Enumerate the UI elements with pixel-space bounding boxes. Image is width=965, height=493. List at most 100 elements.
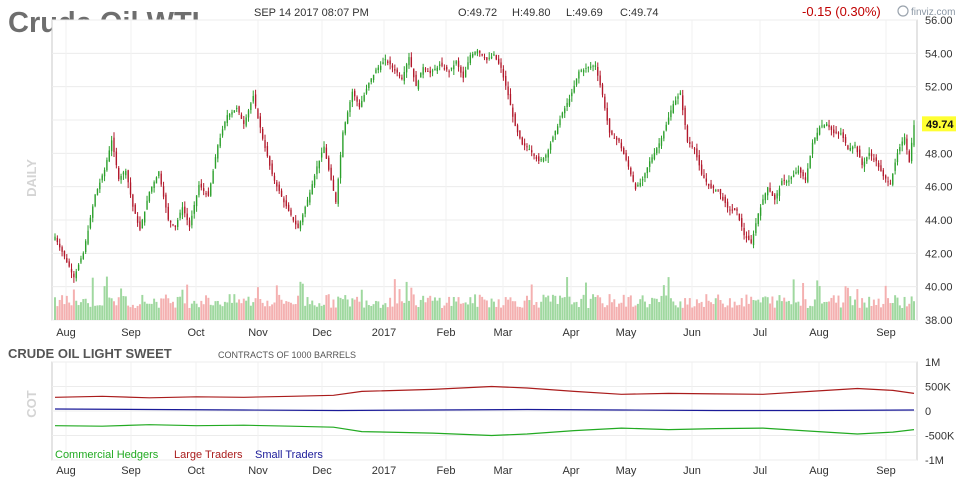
volume-bar — [323, 304, 326, 320]
volume-bars — [54, 276, 915, 320]
candle-body — [330, 167, 332, 180]
candle-body — [856, 146, 859, 153]
volume-bar — [712, 304, 715, 320]
change-value: -0.15 (0.30%) — [802, 4, 881, 19]
candle-body — [405, 64, 408, 73]
candle-body — [217, 145, 219, 159]
candle-body — [580, 70, 582, 72]
candle-body — [259, 116, 261, 128]
candle-body — [884, 175, 887, 179]
volume-bar — [275, 285, 278, 320]
volume-bar — [164, 294, 167, 320]
volume-bar — [419, 299, 422, 320]
volume-bar — [835, 302, 838, 320]
candle-body — [70, 268, 73, 273]
candle-body — [290, 209, 292, 216]
candle-body — [795, 172, 797, 174]
volume-bar — [96, 305, 99, 320]
volume-bar — [717, 294, 720, 320]
candle-body — [712, 186, 715, 189]
volume-bar — [157, 307, 160, 320]
candle-body — [427, 70, 429, 72]
candle-body — [457, 60, 460, 67]
volume-bar — [837, 295, 840, 320]
volume-bar — [625, 306, 628, 320]
volume-bar — [436, 300, 439, 320]
volume-bar — [176, 296, 179, 320]
candle-body — [436, 67, 438, 72]
volume-bar — [103, 286, 106, 320]
volume-bar — [393, 279, 396, 320]
candle-body — [184, 206, 186, 214]
candle-body — [545, 155, 547, 158]
candle-body — [370, 78, 372, 83]
volume-bar — [172, 301, 174, 320]
candle-body — [271, 163, 273, 175]
candle-body — [122, 172, 125, 175]
volume-bar — [854, 299, 856, 320]
candle-body — [417, 80, 420, 90]
volume-bar — [75, 300, 78, 320]
candle-body — [818, 127, 821, 135]
candle-body — [705, 178, 708, 182]
candle-body — [835, 131, 837, 133]
candle-body — [660, 138, 663, 146]
candle-body — [243, 120, 245, 124]
volume-bar — [636, 303, 639, 320]
candle-body — [94, 194, 96, 206]
volume-bar — [181, 289, 184, 320]
candle-body — [764, 193, 767, 201]
volume-bar — [424, 302, 427, 320]
cot-y-tick-label: 500K — [925, 382, 951, 394]
candle-body — [80, 258, 82, 263]
candle-body — [453, 65, 455, 70]
candle-body — [540, 159, 542, 161]
volume-bar — [379, 307, 382, 320]
candle-body — [811, 142, 814, 154]
candle-body — [236, 107, 238, 109]
volume-bar — [330, 307, 333, 320]
volume-bar — [153, 298, 156, 320]
candle-body — [295, 220, 297, 225]
volume-bar — [264, 306, 267, 320]
volume-bar — [563, 297, 566, 320]
volume-bar — [551, 294, 554, 320]
legend-commercial-hedgers: Commercial Hedgers — [55, 449, 159, 461]
candle-body — [490, 56, 493, 59]
volume-bar — [613, 299, 616, 320]
cot-line-small-traders — [54, 408, 915, 412]
candle-body — [158, 171, 160, 177]
volume-bar — [301, 283, 304, 320]
candle-body — [875, 157, 877, 162]
candle-body — [797, 170, 800, 174]
volume-bar — [863, 302, 866, 320]
volume-bar — [559, 295, 562, 320]
candle-body — [469, 55, 472, 63]
volume-bar — [148, 303, 151, 320]
candle-body — [238, 106, 240, 113]
cot-x-tick-label: May — [616, 465, 637, 477]
candle-body — [174, 225, 177, 227]
volume-bar — [594, 297, 597, 320]
volume-bar — [273, 302, 276, 320]
volume-bar — [830, 297, 833, 320]
candle-body — [639, 182, 641, 186]
brand-label[interactable]: finviz.com — [911, 7, 955, 18]
volume-bar — [573, 302, 576, 320]
volume-bar — [426, 297, 429, 320]
price-gridlines — [52, 19, 917, 321]
volume-bar — [115, 305, 118, 320]
volume-bar — [601, 303, 604, 320]
candle-body — [696, 148, 698, 158]
volume-bar — [287, 301, 290, 320]
volume-bar — [313, 305, 316, 320]
volume-bar — [724, 307, 727, 320]
candle-body — [507, 86, 509, 96]
volume-bar — [98, 305, 101, 320]
candle-body — [299, 221, 302, 229]
candle-body — [717, 189, 719, 191]
candle-body — [825, 123, 828, 126]
volume-bar — [877, 298, 880, 320]
volume-bar — [299, 281, 302, 320]
